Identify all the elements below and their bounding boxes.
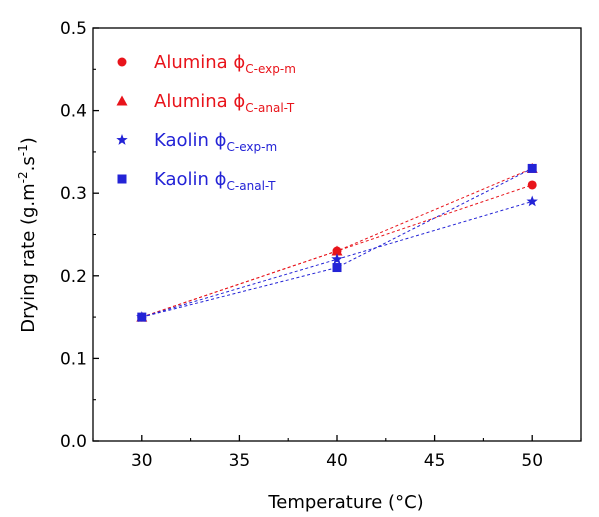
- x-tick-label: 40: [326, 451, 348, 471]
- y-axis-title: Drying rate (g.m-2.s-1): [16, 137, 39, 333]
- series-lines: [141, 167, 533, 318]
- x-tick-label: 35: [229, 451, 251, 471]
- marker-star: [331, 253, 343, 265]
- y-tick-label: 0.0: [60, 432, 87, 452]
- marker-triangle: [331, 245, 343, 256]
- x-tick-label: 50: [521, 451, 543, 471]
- marker-square: [332, 263, 342, 273]
- y-tick-label: 0.2: [60, 267, 87, 287]
- plot-frame: [92, 27, 582, 442]
- series-line: [141, 167, 533, 318]
- y-tick-label: 0.4: [60, 102, 87, 122]
- y-tick-label: 0.5: [60, 19, 87, 39]
- x-tick-label: 30: [131, 451, 153, 471]
- legend: Alumina ϕC-exp-m Alumina ϕC-anal-T Kaolin …: [116, 52, 296, 193]
- marker-star: [526, 195, 538, 207]
- y-axis: 0.0 0.1 0.2 0.3 0.4 0.5: [60, 19, 99, 452]
- marker-square: [117, 174, 127, 184]
- legend-label: Kaolin ϕC-exp-m: [154, 130, 277, 154]
- legend-label: Kaolin ϕC-anal-T: [154, 169, 276, 193]
- legend-label: Alumina ϕC-anal-T: [154, 91, 295, 115]
- series-markers: [136, 162, 538, 322]
- marker-star: [116, 134, 128, 145]
- legend-label: Alumina ϕC-exp-m: [154, 52, 296, 76]
- marker-circle: [527, 180, 537, 190]
- plot-border: [92, 27, 582, 442]
- series-line: [141, 167, 533, 318]
- y-tick-label: 0.1: [60, 349, 87, 369]
- x-axis: 30 35 40 45 50: [92, 435, 582, 471]
- y-tick-label: 0.3: [60, 184, 87, 204]
- marker-square: [527, 163, 537, 173]
- x-tick-label: 45: [424, 451, 446, 471]
- marker-circle: [117, 57, 127, 67]
- marker-square: [137, 312, 147, 322]
- marker-triangle: [116, 95, 128, 106]
- x-axis-title: Temperature (°C): [267, 492, 423, 513]
